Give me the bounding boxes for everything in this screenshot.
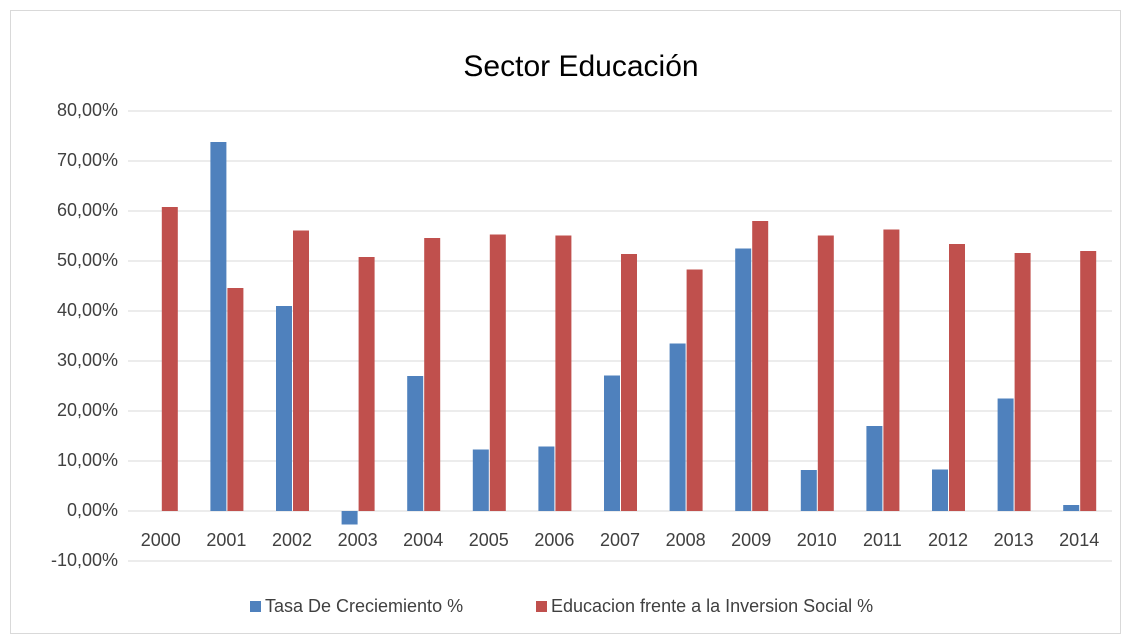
y-tick-label: 20,00%: [57, 400, 118, 420]
x-tick-label: 2010: [797, 530, 837, 550]
bar: [604, 375, 620, 511]
bar: [227, 288, 244, 511]
chart-title: Sector Educación: [463, 50, 698, 83]
legend-label: Tasa De Creciemiento %: [265, 596, 463, 616]
y-tick-label: 0,00%: [67, 500, 118, 520]
bar: [817, 235, 834, 511]
y-tick-label: 10,00%: [57, 450, 118, 470]
x-tick-label: 2002: [272, 530, 312, 550]
y-tick-label: -10,00%: [51, 550, 118, 570]
bar: [621, 254, 637, 511]
bar: [424, 238, 441, 511]
bar: [210, 142, 227, 511]
bar: [932, 469, 948, 511]
bar: [752, 221, 769, 511]
x-tick-label: 2014: [1059, 530, 1099, 550]
x-tick-label: 2003: [338, 530, 378, 550]
bar: [800, 470, 817, 511]
x-tick-label: 2001: [206, 530, 246, 550]
bar: [735, 248, 752, 511]
y-tick-label: 60,00%: [57, 200, 118, 220]
y-tick-label: 50,00%: [57, 250, 118, 270]
bar: [883, 229, 900, 511]
x-tick-label: 2009: [731, 530, 771, 550]
bar: [555, 235, 572, 511]
bar: [341, 511, 358, 525]
x-tick-label: 2005: [469, 530, 509, 550]
bar: [866, 426, 883, 511]
x-tick-label: 2000: [141, 530, 181, 550]
bar: [949, 244, 965, 511]
bar: [1063, 505, 1080, 511]
x-tick-label: 2008: [666, 530, 706, 550]
legend-swatch: [250, 601, 261, 612]
x-tick-label: 2007: [600, 530, 640, 550]
bar: [489, 234, 506, 511]
x-tick-label: 2013: [994, 530, 1034, 550]
y-tick-label: 70,00%: [57, 150, 118, 170]
bar: [293, 230, 309, 511]
legend-swatch: [536, 601, 547, 612]
bar: [358, 257, 375, 511]
legend-label: Educacion frente a la Inversion Social %: [551, 596, 873, 616]
bar: [1014, 253, 1031, 511]
y-tick-label: 40,00%: [57, 300, 118, 320]
x-tick-label: 2011: [863, 530, 902, 550]
bar: [161, 207, 178, 511]
bar: [407, 376, 424, 511]
y-tick-label: 80,00%: [57, 100, 118, 120]
x-tick-label: 2006: [534, 530, 574, 550]
bar: [538, 446, 555, 511]
x-tick-label: 2004: [403, 530, 443, 550]
bar: [686, 269, 703, 511]
x-tick-label: 2012: [928, 530, 968, 550]
bar: [669, 343, 686, 511]
bar: [276, 306, 292, 511]
bar: [997, 398, 1014, 511]
y-tick-label: 30,00%: [57, 350, 118, 370]
bar: [472, 449, 489, 511]
bar: [1080, 251, 1097, 511]
